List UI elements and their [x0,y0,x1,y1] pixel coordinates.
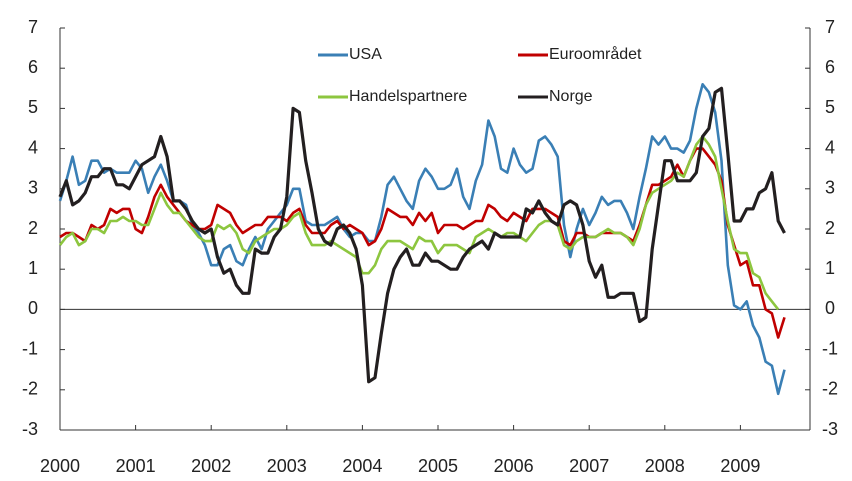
y2-tick-label: -1 [822,338,838,358]
x-tick-label: 2005 [418,456,458,476]
y2-tick-label: 1 [825,258,835,278]
y-tick-label: -2 [22,379,38,399]
legend-label: Handelspartnere [349,88,467,105]
x-tick-label: 2007 [569,456,609,476]
x-tick-label: 2008 [645,456,685,476]
x-tick-label: 2009 [720,456,760,476]
y-tick-label: 4 [28,137,38,157]
y2-tick-label: 3 [825,178,835,198]
y2-tick-label: 7 [825,17,835,37]
y-tick-label: 3 [28,178,38,198]
y2-tick-label: -2 [822,379,838,399]
line-series [58,135,780,311]
line-series [58,86,786,384]
legend-label: Euroområdet [549,45,642,63]
y-tick-label: 5 [28,97,38,117]
x-tick-label: 2000 [40,456,80,476]
y-tick-label: -3 [22,419,38,439]
y-tick-label: 1 [28,258,38,278]
y-tick-label: 7 [28,17,38,37]
legend-label: USA [349,46,382,63]
y-tick-label: 2 [28,218,38,238]
y2-tick-label: 0 [825,298,835,318]
x-tick-label: 2004 [342,456,382,476]
y-tick-label: -1 [22,338,38,358]
y-tick-label: 6 [28,57,38,77]
y2-tick-label: 6 [825,57,835,77]
y2-tick-label: 4 [825,137,835,157]
x-tick-label: 2001 [116,456,156,476]
y-tick-label: 0 [28,298,38,318]
y2-tick-label: 5 [825,97,835,117]
y2-tick-label: -3 [822,419,838,439]
x-tick-label: 2003 [267,456,307,476]
y2-tick-label: 2 [825,218,835,238]
x-tick-label: 2002 [191,456,231,476]
x-tick-label: 2006 [494,456,534,476]
legend-label: Norge [549,88,593,105]
